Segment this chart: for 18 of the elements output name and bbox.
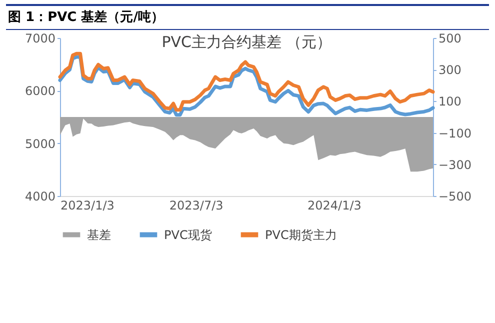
- y-tick-label: 4000: [24, 190, 56, 204]
- y2-tick-label: 500: [438, 32, 462, 46]
- chart-subtitle: PVC主力合约基差 （元）: [162, 33, 332, 51]
- y2-tick-label: 100: [438, 94, 462, 109]
- x-tick-label: 2023/7/3: [169, 198, 224, 212]
- y-tick-label: 5000: [24, 136, 56, 151]
- legend-label: PVC期货主力: [265, 228, 337, 242]
- x-tick-label: 2024/1/3: [307, 198, 362, 212]
- chart-title: 图 1：PVC 基差（元/吨）: [6, 4, 489, 30]
- legend-label: PVC现货: [164, 228, 212, 242]
- y-tick-label: 7000: [24, 32, 56, 46]
- y2-tick-label: −500: [438, 190, 472, 204]
- y-tick-label: 6000: [24, 84, 56, 98]
- legend-label: 基差: [87, 228, 111, 242]
- x-tick-label: 2023/1/3: [60, 198, 114, 212]
- y2-tick-label: −100: [438, 126, 472, 140]
- y2-tick-label: −300: [438, 158, 472, 172]
- y2-tick-label: 300: [438, 63, 462, 78]
